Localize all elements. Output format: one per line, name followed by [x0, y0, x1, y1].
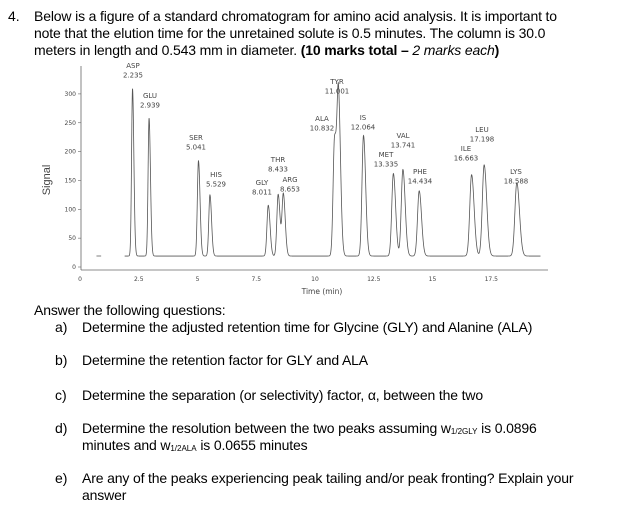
peak-label-ala: ALA	[315, 115, 329, 123]
item-e-label: e)	[55, 470, 68, 486]
item-d-text: Determine the resolution between the two…	[82, 420, 451, 436]
item-b-text: Determine the retention factor for GLY a…	[82, 352, 368, 368]
peak-label-is: IS	[360, 114, 367, 122]
item-c-label: c)	[55, 387, 67, 403]
x-tick-label: 2.5	[134, 276, 144, 283]
peak-label-glu: GLU	[143, 92, 157, 100]
peak-label-his: HIS	[210, 171, 222, 179]
peak-retention-time-arg: 8.653	[280, 186, 300, 194]
x-tick-label: 5	[196, 276, 200, 283]
item-d-label: d)	[55, 420, 68, 436]
peak-retention-time-glu: 2.939	[140, 102, 160, 110]
peak-label-gly: GLY	[256, 179, 269, 187]
peak-retention-time-ala: 10.832	[310, 125, 335, 133]
item-e-text: Are any of the peaks experiencing peak t…	[82, 470, 574, 486]
peak-label-ile: ILE	[461, 145, 471, 153]
question-line-2: note that the elution time for the unret…	[34, 25, 546, 41]
question-line-1: Below is a figure of a standard chromato…	[34, 8, 557, 24]
item-c-text: Determine the separation (or selectivity…	[82, 387, 483, 403]
question-number: 4.	[8, 8, 20, 24]
peak-label-met: MET	[379, 151, 394, 159]
question-line-3-text: meters in length and 0.543 mm in diamete…	[34, 42, 297, 58]
question-line-3: meters in length and 0.543 mm in diamete…	[34, 42, 499, 59]
answer-intro: Answer the following questions:	[34, 302, 226, 318]
y-tick-label: 0	[72, 264, 76, 271]
y-tick-label: 250	[65, 120, 77, 127]
y-tick-label: 200	[65, 149, 77, 156]
peak-label-thr: THR	[270, 156, 286, 164]
peak-retention-time-phe: 14.434	[408, 178, 433, 186]
peak-label-ser: SER	[189, 134, 203, 142]
peak-retention-time-lys: 18.588	[504, 178, 529, 186]
x-tick-label: 15	[429, 276, 437, 283]
item-e-text-2: answer	[82, 487, 127, 503]
item-b-label: b)	[55, 352, 68, 368]
w-half-gly: 1/2GLY	[450, 427, 478, 436]
x-tick-label: 10	[311, 276, 319, 283]
item-d-line-1: Determine the resolution between the two…	[82, 420, 537, 440]
peak-retention-time-met: 13.335	[374, 161, 399, 169]
y-axis-label: Signal	[41, 165, 53, 196]
peak-retention-time-is: 12.064	[351, 124, 376, 132]
marks-close: )	[494, 42, 500, 58]
w-half-ala: 1/2ALA	[170, 444, 197, 453]
y-tick-label: 50	[68, 235, 76, 242]
peak-label-leu: LEU	[475, 126, 488, 134]
item-d-text-2: minutes and w	[82, 437, 171, 453]
chromatogram-trace	[96, 81, 541, 257]
peak-label-phe: PHE	[413, 168, 427, 176]
chromatogram-chart: 0 50 100 150 200 250 300 0 2.5 5 7.5 10 12.5 15 17.5 Ti…	[41, 62, 548, 296]
peak-retention-time-asp: 2.235	[123, 72, 143, 80]
peak-label-tyr: TYR	[329, 78, 344, 86]
y-tick-label: 150	[65, 177, 77, 184]
peak-retention-time-his: 5.529	[206, 181, 226, 189]
x-tick-label: 7.5	[251, 276, 261, 283]
y-tick-label: 100	[65, 206, 77, 213]
x-tick-label: 0	[78, 276, 82, 283]
y-tick-label: 300	[65, 91, 77, 98]
item-a-text: Determine the adjusted retention time fo…	[82, 319, 533, 335]
x-tick-label: 17.5	[485, 276, 499, 283]
peak-retention-time-val: 13.741	[391, 142, 416, 150]
marks-bold: (10 marks total –	[300, 42, 413, 58]
peak-retention-time-leu: 17.198	[470, 136, 495, 144]
peak-retention-time-tyr: 11.001	[325, 88, 350, 96]
peak-label-lys: LYS	[510, 168, 522, 176]
item-d-value-gly: is 0.0896	[477, 420, 537, 436]
item-d-value-ala: is 0.0655 minutes	[196, 437, 308, 453]
peak-retention-time-ser: 5.041	[186, 144, 206, 152]
item-a-label: a)	[55, 319, 68, 335]
peak-label-arg: ARG	[282, 176, 297, 184]
x-tick-label: 12.5	[367, 276, 381, 283]
peak-retention-time-gly: 8.011	[252, 189, 272, 197]
x-axis-label: Time (min)	[301, 287, 343, 296]
peak-retention-time-thr: 8.433	[268, 166, 288, 174]
marks-italic: 2 marks each	[412, 42, 495, 58]
peak-label-asp: ASP	[126, 62, 139, 70]
peak-retention-time-ile: 16.663	[454, 155, 479, 163]
peak-label-val: VAL	[396, 132, 409, 140]
item-d-line-2: minutes and w1/2ALA is 0.0655 minutes	[82, 437, 308, 457]
